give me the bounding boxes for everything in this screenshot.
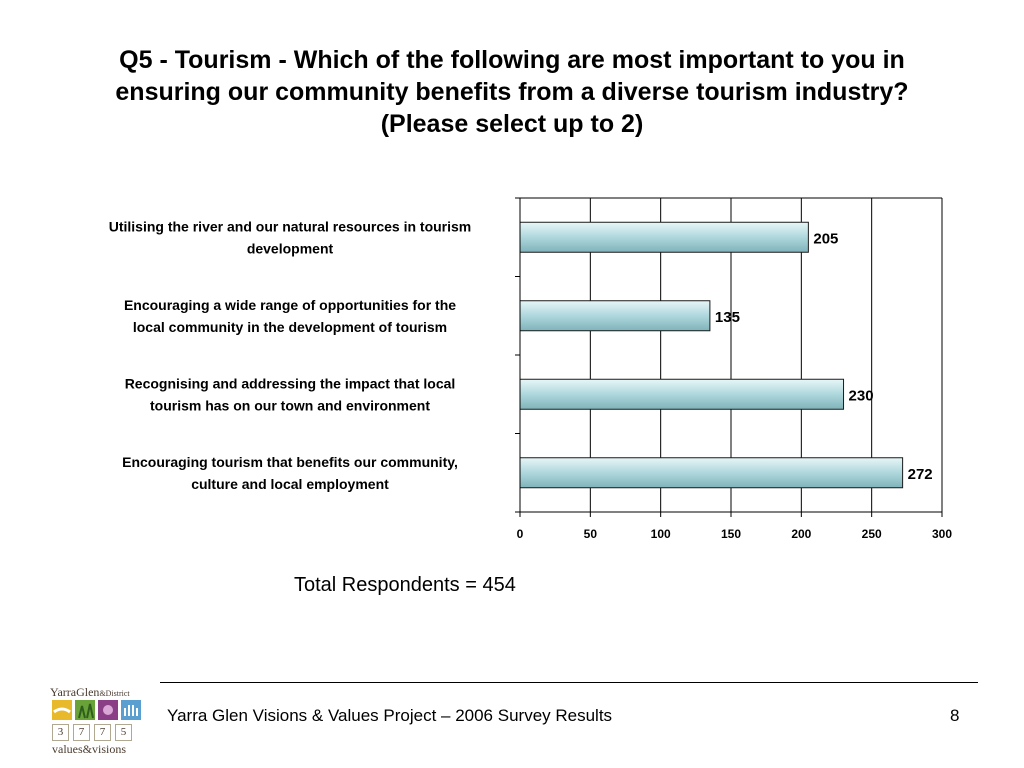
category-label: Encouraging tourism that benefits our co…	[122, 454, 458, 470]
x-tick-label: 250	[862, 527, 882, 541]
data-label: 205	[813, 230, 838, 247]
footer-divider	[160, 682, 978, 683]
category-label: Utilising the river and our natural reso…	[109, 218, 472, 234]
title-line-1: Q5 - Tourism - Which of the following ar…	[119, 46, 905, 74]
logo-title-main: YarraGlen	[50, 685, 100, 699]
logo-digit: 7	[73, 724, 90, 741]
category-label: Encouraging a wide range of opportunitie…	[124, 297, 456, 313]
footer-text: Yarra Glen Visions & Values Project – 20…	[167, 706, 613, 725]
logo-icons	[52, 700, 141, 720]
title-line-3: (Please select up to 2)	[380, 110, 644, 138]
bar	[519, 300, 711, 332]
bar-chart: 0 50 100 150 200 250 300 205 Utilising the river…	[109, 197, 953, 541]
x-tick-label: 100	[651, 527, 671, 541]
logo-tagline: values&visions	[52, 742, 126, 756]
bar	[519, 457, 904, 489]
category-label: tourism has on our town and environment	[150, 397, 430, 413]
x-tick-label: 200	[791, 527, 811, 541]
x-tick-label: 300	[932, 527, 952, 541]
data-label: 135	[715, 309, 740, 326]
page-number: 8	[950, 706, 960, 725]
data-label: 272	[908, 466, 933, 483]
x-tick-label: 50	[584, 527, 598, 541]
title-line-2: ensuring our community benefits from a d…	[115, 78, 909, 106]
category-label: culture and local employment	[191, 476, 389, 492]
category-label: development	[247, 240, 334, 256]
logo-title-suffix: &District	[99, 689, 130, 698]
x-tick-label: 0	[517, 527, 524, 541]
bar	[519, 221, 809, 253]
x-tick-label: 150	[721, 527, 741, 541]
total-respondents: Total Respondents = 454	[294, 574, 516, 596]
category-label: local community in the development of to…	[133, 319, 447, 335]
labels: 0 50 100 150 200 250 300 205 Utilising the river…	[109, 218, 953, 541]
logo-digit: 3	[52, 724, 69, 741]
category-label: Recognising and addressing the impact th…	[125, 375, 456, 391]
logo-title: YarraGlen&District	[50, 685, 130, 700]
data-label: 230	[849, 387, 874, 404]
axes	[515, 197, 943, 517]
yarra-glen-logo: YarraGlen&District 3 7 7 5 values&vision…	[50, 685, 146, 757]
bar	[519, 378, 845, 410]
logo-digits: 3 7 7 5	[52, 724, 136, 741]
bars	[519, 221, 904, 489]
logo-digit: 7	[94, 724, 111, 741]
logo-icon-river	[53, 707, 71, 714]
slide-title: Q5 - Tourism - Which of the following ar…	[60, 44, 964, 140]
logo-digit: 5	[115, 724, 132, 741]
